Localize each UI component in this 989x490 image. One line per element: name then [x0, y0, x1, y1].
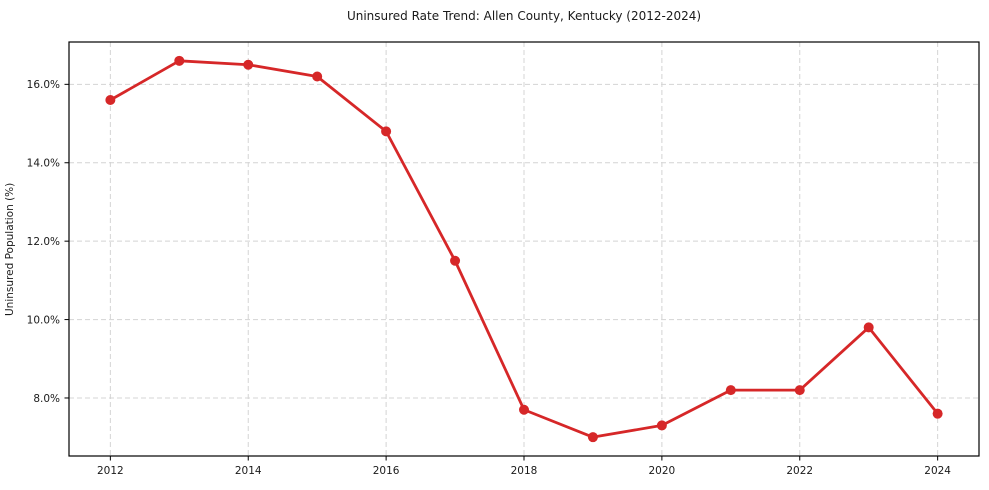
data-point-2024	[932, 408, 943, 419]
x-tick-label: 2014	[235, 465, 262, 477]
data-point-2014	[243, 59, 254, 70]
y-tick-label: 12.0%	[27, 236, 60, 248]
data-point-2016	[381, 126, 392, 137]
y-tick-label: 8.0%	[33, 393, 60, 405]
data-point-2019	[587, 432, 598, 443]
x-tick-label: 2020	[649, 465, 676, 477]
y-tick-label: 14.0%	[27, 158, 60, 170]
x-tick-label: 2024	[924, 465, 951, 477]
x-tick-label: 2018	[511, 465, 538, 477]
chart-title: Uninsured Rate Trend: Allen County, Kent…	[346, 9, 702, 23]
data-point-2023	[863, 322, 874, 333]
data-point-2013	[174, 55, 185, 66]
y-tick-label: 16.0%	[27, 79, 60, 91]
x-tick-label: 2016	[373, 465, 400, 477]
plot-border	[68, 41, 980, 457]
data-point-2022	[794, 385, 805, 396]
data-point-2020	[656, 420, 667, 431]
x-tick-label: 2012	[97, 465, 124, 477]
data-point-2012	[105, 95, 116, 106]
y-tick-label: 10.0%	[27, 314, 60, 326]
data-point-2018	[519, 404, 529, 415]
data-point-2021	[725, 385, 736, 396]
x-tick-label: 2022	[786, 465, 813, 477]
data-point-2015	[312, 71, 323, 82]
data-point-2017	[450, 255, 461, 266]
